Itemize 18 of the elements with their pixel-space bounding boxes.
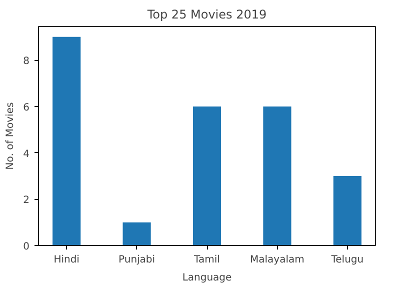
bar (122, 222, 151, 246)
bar (263, 106, 292, 246)
x-tick-label: Punjabi (118, 254, 156, 266)
bar (52, 36, 81, 246)
x-axis-title: Language (182, 272, 232, 284)
x-tick-label: Hindi (54, 254, 80, 266)
y-tick-label: 6 (23, 102, 30, 114)
x-tick-label: Telugu (330, 254, 364, 266)
y-tick-label: 8 (23, 56, 30, 68)
bar (192, 106, 222, 246)
bar (333, 176, 362, 246)
chart-title: Top 25 Movies 2019 (146, 8, 267, 22)
y-axis-title: No. of Movies (5, 102, 16, 170)
x-tick-label: Malayalam (250, 254, 304, 266)
y-tick-label: 2 (23, 195, 30, 206)
x-tick-label: Tamil (193, 254, 220, 266)
y-tick-label: 4 (23, 148, 30, 160)
y-tick-label: 0 (23, 242, 30, 252)
